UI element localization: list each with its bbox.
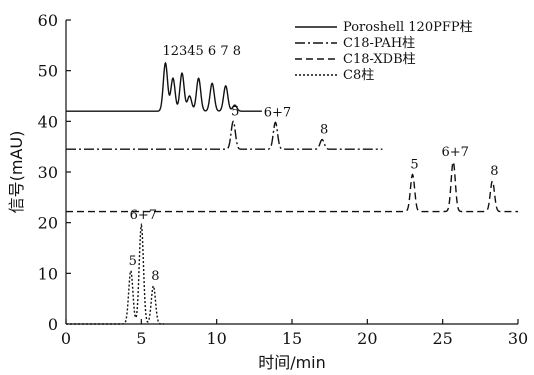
- legend-label-2: C18-PAH柱: [343, 36, 415, 51]
- x-tick-label: 5: [136, 329, 146, 348]
- axes: 0 5 10 15 20 25 30 0 10 20 30 40 50 60: [38, 11, 529, 348]
- legend-label-4: C8柱: [343, 68, 374, 83]
- peak-label: 5: [129, 254, 137, 269]
- y-axis-title: 信号(mAU): [7, 131, 26, 214]
- series-line-4: [66, 222, 164, 325]
- y-tick-label: 30: [38, 163, 58, 182]
- peak-label: 5: [410, 158, 418, 173]
- x-tick-label: 10: [206, 329, 226, 348]
- series-line-1: [66, 61, 262, 112]
- peak-label-group: 12345 6 7 8: [162, 44, 241, 59]
- peak-label: 5: [231, 104, 239, 119]
- x-tick-label: 0: [61, 329, 71, 348]
- y-tick-label: 20: [38, 214, 58, 233]
- x-tick-label: 25: [432, 329, 452, 348]
- x-tick-label: 30: [508, 329, 528, 348]
- y-tick-label: 40: [38, 112, 58, 131]
- peak-label: 8: [151, 269, 159, 284]
- series-line-3: [66, 160, 518, 213]
- series-group: [66, 61, 518, 325]
- legend-label-3: C18-XDB柱: [343, 52, 416, 67]
- y-tick-label: 10: [38, 264, 58, 283]
- legend-label-1: Poroshell 120PFP柱: [343, 20, 473, 35]
- x-tick-label: 15: [282, 329, 302, 348]
- peak-label: 6+7: [264, 105, 291, 120]
- peak-label: 6+7: [441, 145, 468, 160]
- x-tick-label: 20: [357, 329, 377, 348]
- peak-label: 8: [320, 123, 328, 138]
- y-tick-label: 60: [38, 11, 58, 30]
- y-tick-label-zero: 0: [48, 315, 58, 334]
- peak-label: 6+7: [130, 208, 157, 223]
- y-tick-label: 50: [38, 62, 58, 81]
- peak-label: 8: [490, 164, 498, 179]
- x-axis-title: 时间/min: [258, 353, 326, 372]
- series-line-2: [66, 120, 383, 150]
